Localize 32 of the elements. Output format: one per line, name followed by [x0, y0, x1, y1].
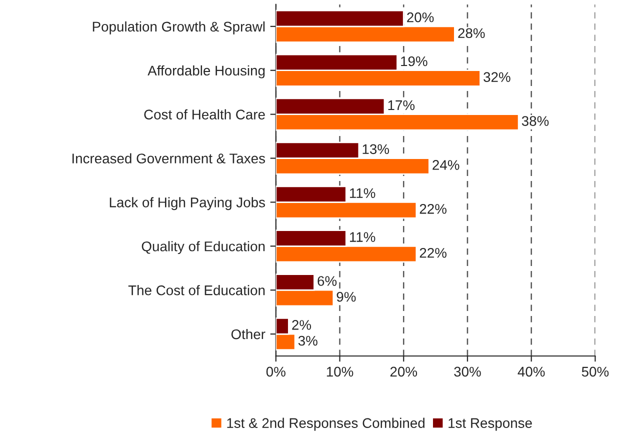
x-tick-label: 0% — [266, 366, 286, 377]
y-tick-label: Population Growth & Sprawl — [92, 21, 265, 34]
data-label: 9% — [336, 292, 356, 302]
x-tick-label: 50% — [582, 366, 609, 377]
data-label: 17% — [388, 100, 415, 110]
y-tick-label: Lack of High Paying Jobs — [110, 197, 265, 210]
y-tick-label: Cost of Health Care — [144, 109, 265, 120]
data-label: 20% — [407, 12, 434, 22]
data-label: 13% — [362, 144, 389, 154]
data-label: 11% — [350, 188, 376, 198]
data-label: 24% — [432, 160, 460, 170]
data-label: 19% — [401, 56, 428, 66]
y-tick-label: Other — [231, 328, 266, 340]
data-label: 22% — [420, 204, 446, 214]
data-label: 22% — [420, 248, 446, 258]
data-label: 3% — [298, 336, 318, 346]
data-label: 6% — [318, 276, 337, 286]
data-label: 38% — [522, 116, 549, 126]
x-tick-label: 20% — [390, 366, 418, 377]
data-label: 11% — [350, 232, 376, 242]
legend-label: 1st & 2nd Responses Combined — [227, 418, 424, 431]
data-label: 32% — [484, 72, 510, 82]
y-tick-label: Affordable Housing — [148, 65, 265, 78]
y-tick-label: The Cost of Education — [128, 285, 265, 296]
legend-label: 1st Response — [448, 418, 532, 431]
x-tick-label: 30% — [454, 366, 481, 377]
y-tick-label: Increased Government & Taxes — [72, 153, 265, 164]
x-tick-label: 40% — [518, 366, 545, 377]
data-label: 28% — [458, 28, 485, 38]
y-tick-label: Quality of Education — [142, 241, 265, 254]
data-label: 2% — [292, 320, 312, 330]
x-tick-label: 10% — [326, 366, 354, 377]
